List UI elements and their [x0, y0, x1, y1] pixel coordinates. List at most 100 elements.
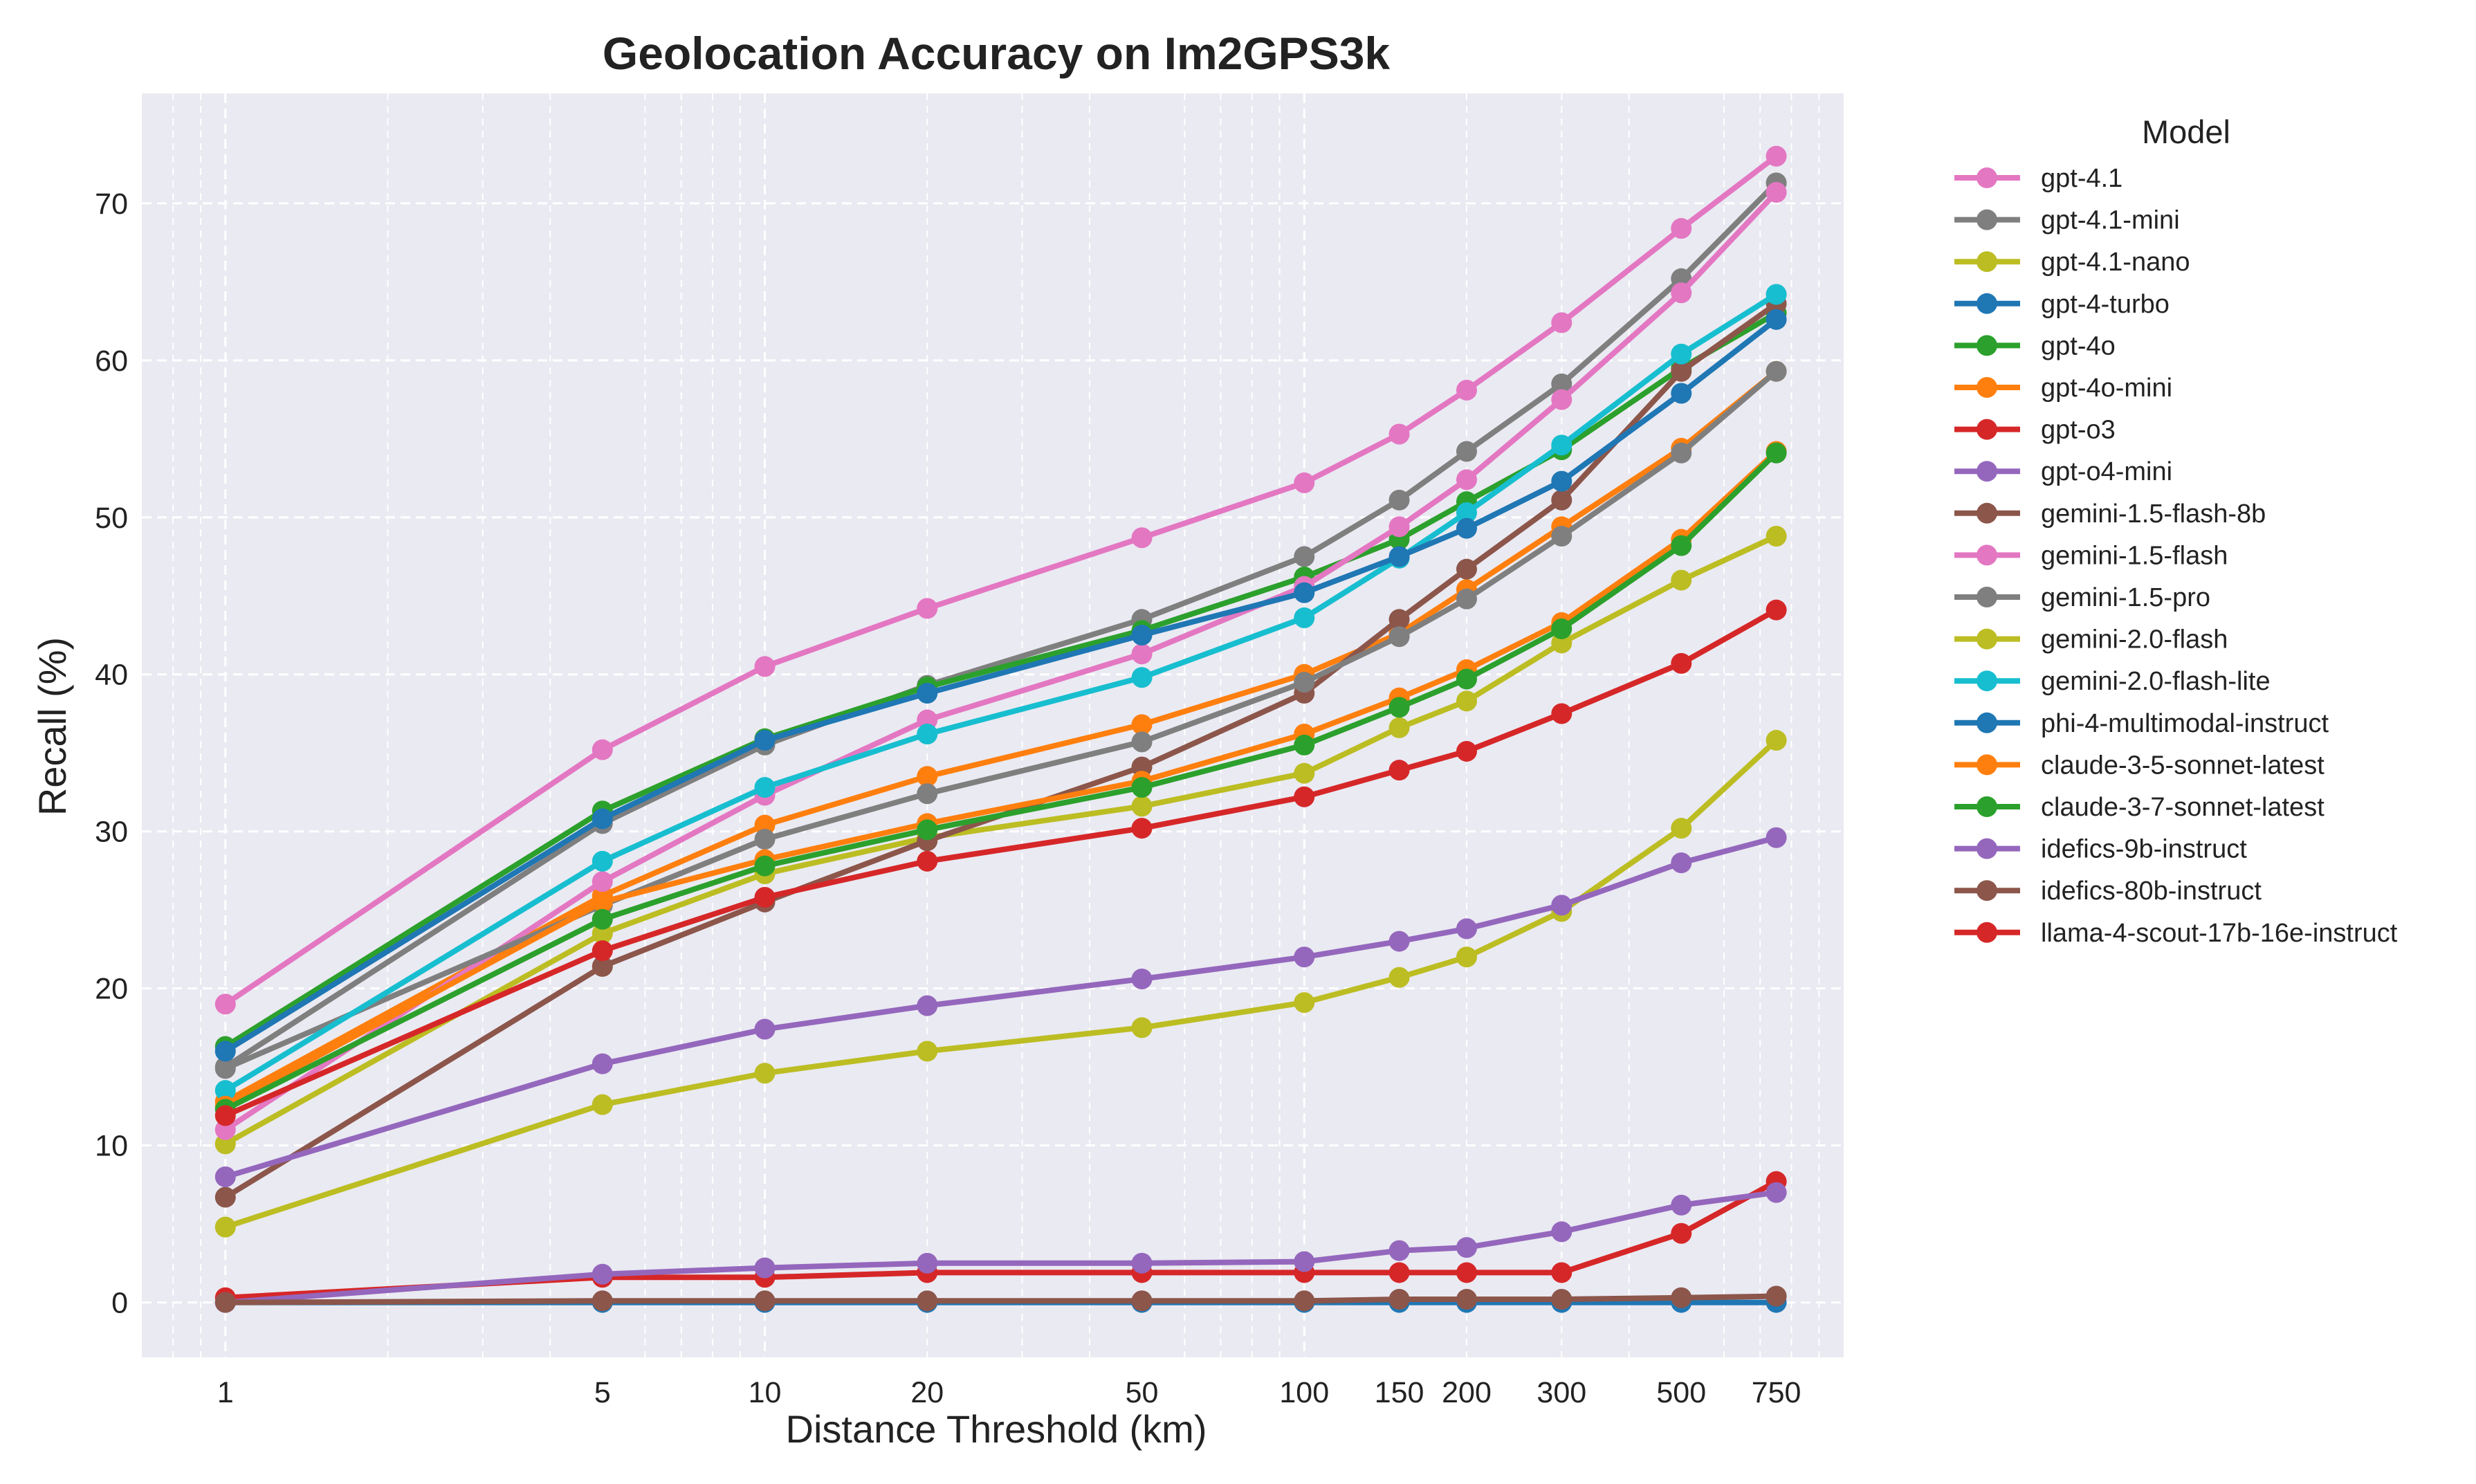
data-point	[917, 1041, 938, 1062]
legend-item: gemini-1.5-flash-8b	[1954, 500, 2266, 529]
data-point	[1766, 1182, 1787, 1203]
data-point	[1551, 312, 1572, 333]
data-point	[592, 955, 613, 977]
data-point	[1671, 1194, 1692, 1216]
data-point	[1131, 777, 1153, 798]
legend-swatch-marker	[1977, 880, 1997, 901]
data-point	[1456, 690, 1477, 712]
data-point	[1671, 569, 1692, 591]
data-point	[1131, 625, 1153, 645]
legend-label: idefics-80b-instruct	[2041, 877, 2262, 906]
data-point	[1551, 434, 1572, 456]
y-tick-label: 40	[95, 659, 128, 692]
legend-item: phi-4-multimodal-instruct	[1954, 709, 2329, 738]
y-axis-label: Recall (%)	[30, 637, 74, 816]
data-point	[754, 1063, 776, 1084]
data-point	[1671, 1287, 1692, 1308]
legend-item: gpt-4.1	[1954, 164, 2122, 193]
data-point	[1131, 796, 1153, 817]
data-point	[1131, 667, 1153, 688]
data-point	[917, 850, 938, 872]
data-point	[1131, 527, 1153, 549]
legend: Model gpt-4.1gpt-4.1-minigpt-4.1-nanogpt…	[1954, 113, 2398, 948]
data-point	[1766, 309, 1787, 330]
data-point	[592, 891, 613, 913]
series-llama-4-scout-17b-16e-instruct	[214, 599, 1787, 1126]
legend-label: llama-4-scout-17b-16e-instruct	[2041, 919, 2398, 948]
data-point	[1671, 383, 1692, 404]
series-gemini-1.5-flash-8b	[214, 293, 1787, 1208]
data-point	[917, 1290, 938, 1312]
data-point	[917, 682, 938, 704]
data-point	[754, 656, 776, 677]
data-point	[1456, 469, 1477, 491]
data-point	[1766, 599, 1787, 621]
legend-item: gpt-4.1-nano	[1954, 248, 2190, 277]
plot-area	[142, 93, 1844, 1357]
y-tick-label: 50	[95, 502, 128, 535]
legend-swatch-marker	[1977, 377, 1997, 398]
data-point	[1294, 992, 1315, 1014]
y-tick-label: 20	[95, 973, 128, 1006]
data-point	[1456, 668, 1477, 690]
x-tick-label: 750	[1752, 1376, 1801, 1409]
data-point	[1456, 588, 1477, 610]
data-point	[1766, 360, 1787, 382]
legend-item: llama-4-scout-17b-16e-instruct	[1954, 919, 2398, 948]
legend-label: gpt-4.1-nano	[2041, 248, 2190, 277]
legend-swatch-marker	[1977, 754, 1997, 776]
data-point	[592, 1094, 613, 1115]
y-axis-ticks: 0 10 20 30 40 50 60 70	[95, 187, 128, 1320]
series-gemini-1.5-pro	[214, 360, 1787, 1079]
data-point	[754, 777, 776, 798]
data-point	[1551, 526, 1572, 547]
data-point	[1294, 1251, 1315, 1272]
data-point	[1671, 852, 1692, 874]
x-axis-ticks: 1 5 10 20 50 100 150 200 300 500 750	[217, 1376, 1801, 1409]
data-point	[1388, 697, 1410, 718]
series-layer	[214, 145, 1787, 1313]
legend-swatch-marker	[1977, 502, 1997, 524]
data-point	[1294, 672, 1315, 693]
legend-swatch-marker	[1977, 167, 1997, 188]
x-tick-label: 200	[1442, 1376, 1492, 1409]
data-point	[1671, 442, 1692, 464]
data-point	[1456, 502, 1477, 523]
data-point	[1671, 652, 1692, 674]
data-point	[1551, 1221, 1572, 1243]
y-tick-label: 30	[95, 816, 128, 849]
data-point	[917, 1252, 938, 1274]
x-tick-label: 150	[1375, 1376, 1424, 1409]
series-phi-4-multimodal-instruct	[214, 309, 1787, 1062]
data-point	[592, 940, 613, 962]
series-gemini-2.0-flash	[214, 730, 1787, 1238]
data-point	[1294, 582, 1315, 603]
legend-label: gpt-4-turbo	[2041, 290, 2170, 319]
series-idefics-80b-instruct	[214, 1285, 1787, 1313]
data-point	[1766, 145, 1787, 167]
x-tick-label: 100	[1279, 1376, 1329, 1409]
data-point	[1551, 373, 1572, 394]
legend-swatch-marker	[1977, 419, 1997, 440]
data-point	[917, 783, 938, 805]
legend-items: gpt-4.1 gpt-4.1-mini gpt-4.1-nano gpt-4-tur…	[1954, 164, 2398, 948]
legend-swatch-marker	[1977, 712, 1997, 733]
data-point	[214, 1105, 236, 1126]
data-point	[1388, 489, 1410, 511]
legend-swatch-marker	[1977, 628, 1997, 650]
data-point	[1551, 389, 1572, 410]
data-point	[1294, 546, 1315, 567]
y-tick-label: 0	[111, 1287, 128, 1320]
x-tick-label: 10	[749, 1376, 782, 1409]
data-point	[592, 1290, 613, 1312]
legend-swatch-marker	[1977, 670, 1997, 692]
data-point	[1766, 442, 1787, 464]
data-point	[917, 723, 938, 744]
data-point	[1551, 1289, 1572, 1310]
legend-item: claude-3-5-sonnet-latest	[1954, 751, 2324, 780]
legend-item: gemini-2.0-flash-lite	[1954, 667, 2271, 696]
x-tick-label: 20	[910, 1376, 944, 1409]
data-point	[214, 1080, 236, 1101]
data-point	[1671, 818, 1692, 839]
data-point	[917, 995, 938, 1016]
